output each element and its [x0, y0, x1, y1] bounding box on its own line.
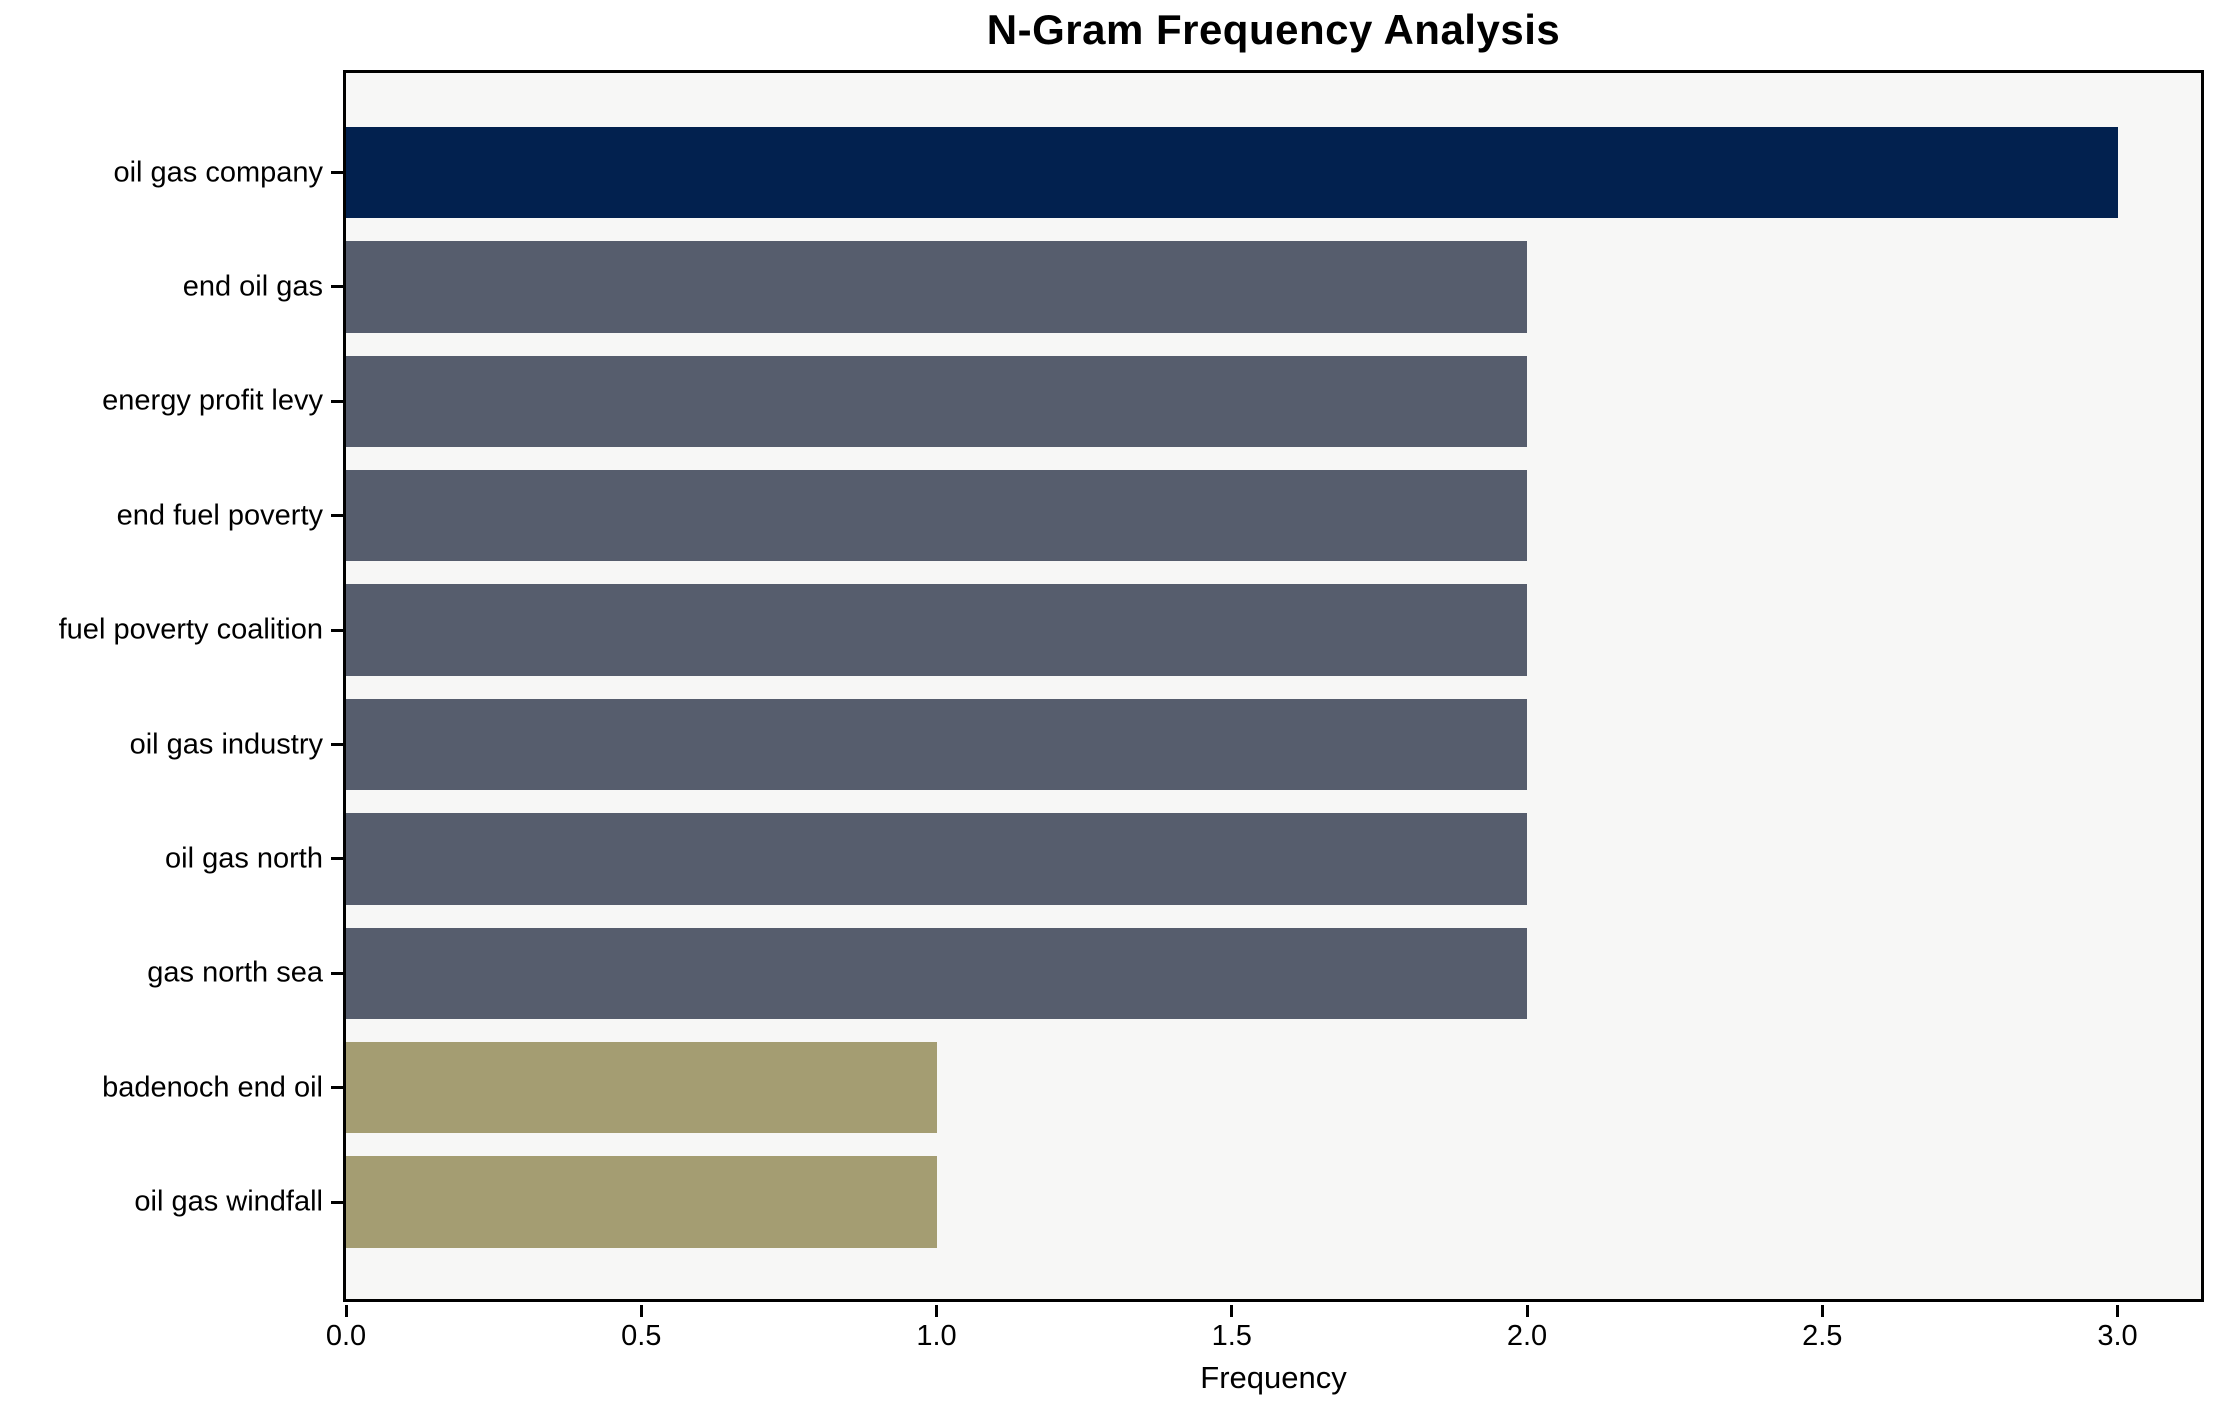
y-tick-label: fuel poverty coalition [58, 613, 323, 646]
x-tick-label: 2.0 [1506, 1320, 1548, 1352]
bars-container [346, 73, 2201, 1299]
y-tick [331, 514, 343, 518]
x-tick [1820, 1305, 1824, 1317]
bar [346, 927, 1527, 1020]
x-tick [2116, 1305, 2119, 1317]
x-tick [935, 1305, 938, 1317]
y-tick-label: gas north sea [147, 956, 323, 989]
bar [346, 241, 1527, 333]
bar [346, 584, 1527, 676]
x-tick-label: 1.0 [916, 1320, 957, 1352]
y-tick-label: oil gas north [165, 842, 323, 875]
x-axis-label: Frequency [1200, 1360, 1347, 1395]
y-tick-label: oil gas industry [129, 728, 323, 760]
bar [346, 813, 1527, 905]
x-tick [344, 1305, 348, 1317]
plot-area [343, 70, 2204, 1302]
x-tick [639, 1305, 643, 1317]
x-tick [1230, 1305, 1234, 1317]
y-tick [331, 171, 343, 174]
y-tick-label: energy profit levy [102, 384, 323, 417]
y-tick [331, 857, 343, 861]
bar [346, 1156, 937, 1248]
y-tick-label: end fuel poverty [116, 499, 323, 532]
y-tick [331, 399, 343, 403]
bar [346, 355, 1527, 448]
x-tick [1525, 1305, 1529, 1317]
x-tick-label: 0.5 [621, 1320, 662, 1352]
bar [346, 698, 1527, 791]
x-tick-label: 1.5 [1211, 1320, 1252, 1352]
y-tick-label: oil gas company [113, 156, 323, 188]
x-tick-label: 3.0 [2097, 1320, 2138, 1352]
y-tick [331, 1200, 343, 1204]
y-tick-label: end oil gas [182, 270, 323, 303]
bar [346, 126, 2118, 219]
chart-title: N-Gram Frequency Analysis [986, 6, 1561, 53]
bar [346, 469, 1527, 562]
x-tick-label: 0.0 [325, 1320, 367, 1352]
y-tick [331, 971, 343, 975]
y-tick-label: oil gas windfall [134, 1185, 323, 1218]
x-tick-label: 2.5 [1802, 1320, 1843, 1352]
y-tick [331, 743, 343, 746]
y-tick [331, 285, 343, 289]
bar [346, 1041, 937, 1134]
y-tick [331, 628, 343, 632]
y-tick-label: badenoch end oil [102, 1071, 323, 1104]
y-tick [331, 1086, 343, 1090]
